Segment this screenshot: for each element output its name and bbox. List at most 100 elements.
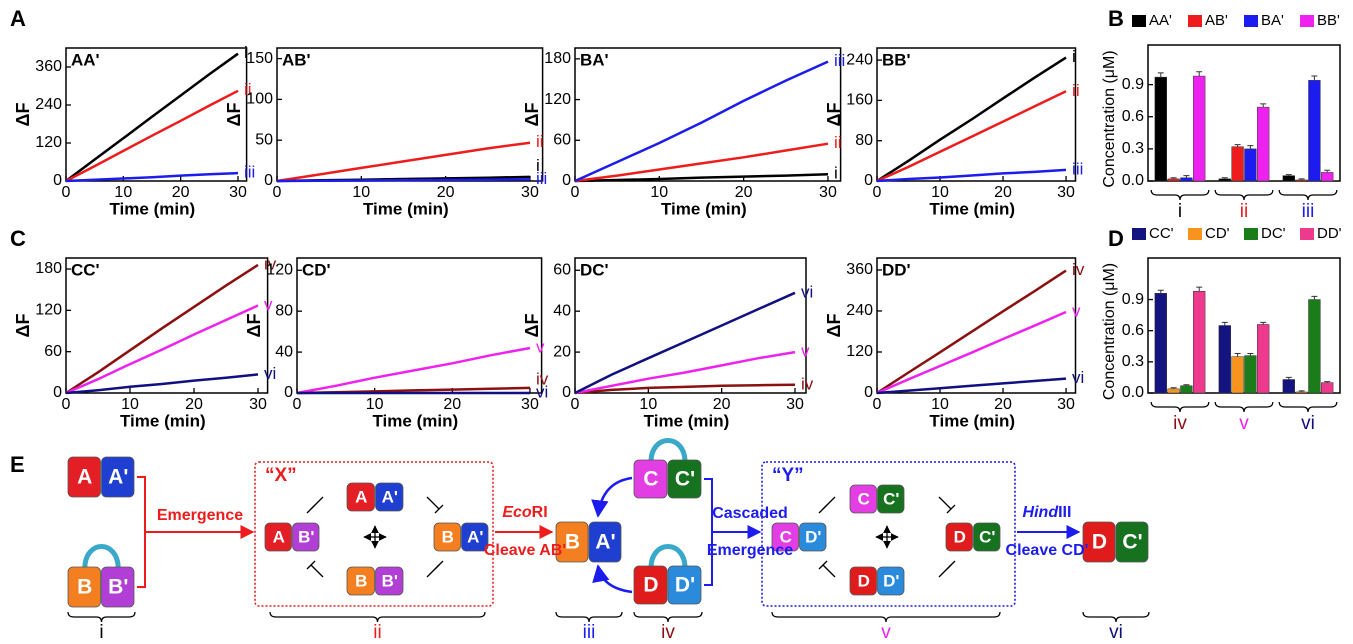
y-tick-label: 20 (553, 343, 571, 360)
y-tick-label: 120 (544, 91, 571, 108)
y-axis-label: ΔF (13, 103, 33, 127)
series-line (277, 179, 530, 181)
stage-brace (772, 612, 1000, 622)
bar (1257, 107, 1269, 181)
y-tick-label: 240 (846, 51, 873, 68)
legend-label: DC' (1261, 225, 1286, 242)
plot-frame (575, 48, 841, 181)
block-letter: A (77, 466, 92, 489)
error-bar (1158, 73, 1164, 77)
stage-brace (270, 612, 485, 622)
bar (1168, 179, 1180, 181)
error-bar (1196, 72, 1202, 76)
x-axis-label: Time (min) (109, 199, 195, 218)
error-bar (1286, 377, 1292, 379)
inhibition-line (939, 497, 951, 509)
x-tick-label: ii (1240, 201, 1248, 222)
y-tick-label: 0 (864, 172, 873, 189)
y-tick-label: 0.6 (1122, 322, 1144, 339)
series-line (66, 91, 238, 181)
legend-swatch (1244, 228, 1258, 240)
bar (1257, 324, 1269, 393)
bar (1309, 300, 1321, 393)
group-label: “Y” (772, 465, 804, 486)
x-tick-label: 0 (62, 396, 71, 413)
error-bar (1247, 354, 1253, 356)
chart-title: DC' (580, 260, 609, 279)
stage-brace (1083, 612, 1149, 622)
chart-title: BB' (882, 50, 911, 69)
stage-brace (634, 612, 702, 622)
hairpin-loop (651, 547, 685, 568)
series-line (66, 374, 258, 393)
bar (1283, 380, 1295, 394)
y-tick-label: 240 (846, 302, 873, 319)
series-end-label: vi (536, 382, 548, 401)
error-bar (1196, 287, 1202, 291)
bar (1219, 179, 1231, 181)
step-label: Cleave AB' (484, 542, 566, 559)
block-letter: D (1092, 531, 1107, 554)
inhibition-bar (435, 561, 443, 569)
y-tick-label: 80 (275, 302, 293, 319)
category-brace (1279, 190, 1337, 200)
figure: ABCDE01020300120240360Time (min)ΔFAA'iii… (0, 0, 1353, 644)
y-tick-label: 0.3 (1122, 353, 1144, 370)
inhibition-bar (819, 505, 827, 513)
stage-brace (68, 612, 135, 622)
bar (1232, 147, 1244, 181)
y-axis-label: ΔF (522, 314, 542, 338)
y-tick-label: 180 (35, 260, 62, 277)
x-tick-label: iii (1302, 201, 1315, 222)
y-axis-label: ΔF (13, 314, 33, 338)
bar (1296, 180, 1308, 181)
bar (1309, 80, 1321, 181)
inhibition-bar (307, 505, 315, 513)
y-tick-label: 0 (562, 384, 571, 401)
x-tick-label: 0 (873, 396, 882, 413)
y-tick-label: 0.6 (1122, 108, 1144, 125)
y-tick-label: 120 (846, 343, 873, 360)
legend-label: BB' (1317, 12, 1340, 29)
series-line (66, 306, 258, 394)
legend-swatch (1300, 228, 1314, 240)
x-tick-label: 0 (273, 184, 282, 201)
y-axis-label: ΔF (824, 103, 844, 127)
block-letter: D (858, 571, 870, 590)
bar (1245, 149, 1257, 181)
inhibition-line (823, 565, 835, 577)
x-tick-label: 30 (819, 184, 837, 201)
bar (1232, 357, 1244, 393)
x-tick-label: 0 (571, 396, 580, 413)
series-line (277, 143, 530, 181)
panel-label: E (10, 452, 25, 477)
step-label: EcoRI (502, 504, 547, 521)
bracket (704, 479, 760, 585)
bar (1193, 76, 1205, 181)
y-tick-label: 360 (846, 261, 873, 278)
block-letter: C (643, 468, 658, 491)
y-tick-label: 0.9 (1122, 291, 1144, 308)
series-end-label: iv (1072, 260, 1085, 279)
block-letter: B' (382, 571, 398, 590)
series-end-label: iii (536, 169, 547, 188)
chart-title: AA' (71, 50, 100, 69)
step-label: Emergence (157, 507, 243, 524)
x-axis-label: Time (min) (372, 411, 458, 430)
block-letter: A (273, 527, 285, 546)
stage-label: vi (1109, 622, 1123, 643)
x-tick-label: v (1239, 413, 1249, 434)
series-end-label: vi (264, 364, 276, 383)
block-letter: C' (979, 527, 995, 546)
category-brace (1215, 190, 1273, 200)
y-tick-label: 50 (255, 131, 273, 148)
series-end-label: vi (1072, 368, 1084, 387)
stage-label: ii (373, 622, 381, 643)
x-tick-label: 0 (571, 184, 580, 201)
x-axis-label: Time (min) (644, 411, 730, 430)
category-brace (1151, 402, 1209, 412)
block-letter: A' (108, 466, 128, 489)
x-tick-label: iv (1173, 413, 1187, 434)
series-line (877, 58, 1066, 181)
block-letter: B' (108, 576, 128, 599)
